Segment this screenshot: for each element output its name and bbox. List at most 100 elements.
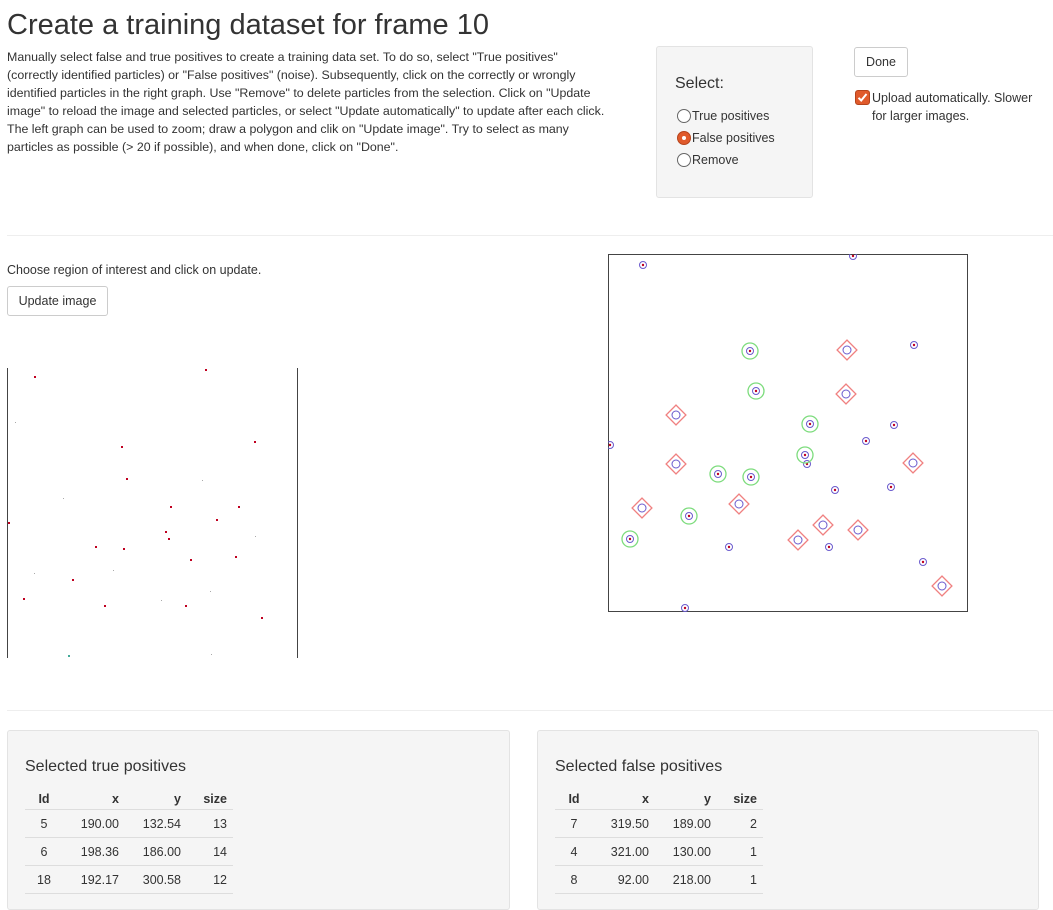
particle-marker[interactable] [825,543,833,551]
cell-size: 14 [187,837,233,866]
upload-automatically-label: Upload automatically. Slower for larger … [872,91,1033,123]
true-positive-marker[interactable] [747,382,765,400]
cell-x: 92.00 [593,865,655,894]
false-positive-marker[interactable] [847,519,869,541]
particle-graph[interactable] [608,254,968,612]
false-positive-marker[interactable] [812,514,834,536]
radio-label-true-positives: True positives [692,109,770,123]
radio-label-remove: Remove [692,153,739,167]
select-label: Select: [675,75,724,92]
false-positives-table: Id x y size 7 319.50 189.00 2 4 321.00 1… [555,788,763,894]
cell-id: 5 [25,809,63,838]
table-row: 6 198.36 186.00 14 [25,837,233,866]
cell-y: 189.00 [655,809,717,838]
true-positive-marker[interactable] [801,415,819,433]
column-header-y[interactable]: y [655,788,717,810]
radio-button-true-positives[interactable] [677,109,691,123]
noise-pixels [15,422,256,657]
false-positive-marker[interactable] [902,452,924,474]
zoom-graph[interactable] [7,368,298,658]
column-header-x[interactable]: x [63,788,125,810]
false-positive-marker[interactable] [835,383,857,405]
radio-remove[interactable]: Remove [677,153,739,167]
cell-y: 218.00 [655,865,717,894]
column-header-id[interactable]: Id [25,788,63,810]
done-button[interactable]: Done [854,47,908,77]
particle-marker[interactable] [849,254,857,260]
particle-pixels [8,369,263,619]
cell-size: 1 [717,837,763,866]
table-row: 7 319.50 189.00 2 [555,809,763,838]
column-header-y[interactable]: y [125,788,187,810]
cell-y: 132.54 [125,809,187,838]
particle-marker[interactable] [608,441,614,449]
cell-x: 321.00 [593,837,655,866]
upload-automatically-checkbox[interactable] [855,90,870,105]
true-positive-marker[interactable] [621,530,639,548]
cell-x: 198.36 [63,837,125,866]
table-header-row: Id x y size [555,788,763,810]
false-positives-panel: Selected false positives Id x y size 7 3… [537,730,1039,910]
true-positives-title: Selected true positives [25,758,186,775]
false-positive-marker[interactable] [728,493,750,515]
particle-marker[interactable] [831,486,839,494]
radio-button-false-positives[interactable] [677,131,691,145]
particle-marker[interactable] [681,604,689,612]
column-header-size[interactable]: size [187,788,233,810]
table-row: 8 92.00 218.00 1 [555,865,763,894]
table-row: 18 192.17 300.58 12 [25,865,233,894]
cell-x: 192.17 [63,865,125,894]
particle-marker[interactable] [862,437,870,445]
instructions-text: Manually select false and true positives… [7,50,605,154]
false-positive-marker[interactable] [787,529,809,551]
radio-true-positives[interactable]: True positives [677,109,769,123]
column-header-size[interactable]: size [717,788,763,810]
true-positive-marker[interactable] [709,465,727,483]
cell-id: 18 [25,865,63,894]
particle-marker[interactable] [725,543,733,551]
particle-marker[interactable] [887,483,895,491]
cell-y: 300.58 [125,865,187,894]
radio-button-remove[interactable] [677,153,691,167]
page-title: Create a training dataset for frame 10 [7,9,489,41]
false-positive-marker[interactable] [931,575,953,597]
true-positives-table: Id x y size 5 190.00 132.54 13 6 198.36 … [25,788,233,894]
true-positive-marker[interactable] [741,342,759,360]
cell-y: 130.00 [655,837,717,866]
cell-id: 8 [555,865,593,894]
false-positive-marker[interactable] [665,404,687,426]
particle-marker[interactable] [890,421,898,429]
cell-size: 1 [717,865,763,894]
particle-marker[interactable] [910,341,918,349]
true-positives-panel: Selected true positives Id x y size 5 19… [7,730,510,910]
false-positive-marker[interactable] [665,453,687,475]
cell-size: 12 [187,865,233,894]
false-positive-marker[interactable] [631,497,653,519]
radio-label-false-positives: False positives [692,131,775,145]
true-positive-marker[interactable] [796,446,814,464]
upload-automatically-checkbox-row[interactable]: Upload automatically. Slower for larger … [855,89,1045,125]
true-positive-marker[interactable] [680,507,698,525]
roi-instruction: Choose region of interest and click on u… [7,263,262,277]
cell-y: 186.00 [125,837,187,866]
update-image-button[interactable]: Update image [7,286,108,316]
false-positive-marker[interactable] [836,339,858,361]
particle-marker[interactable] [919,558,927,566]
particle-marker[interactable] [639,261,647,269]
cell-id: 6 [25,837,63,866]
false-positives-title: Selected false positives [555,758,723,775]
cell-size: 13 [187,809,233,838]
cell-x: 190.00 [63,809,125,838]
divider-top [7,235,1053,236]
column-header-id[interactable]: Id [555,788,593,810]
column-header-x[interactable]: x [593,788,655,810]
true-positive-marker[interactable] [742,468,760,486]
cell-id: 4 [555,837,593,866]
detected-particles [608,254,953,612]
cell-size: 2 [717,809,763,838]
table-row: 5 190.00 132.54 13 [25,809,233,838]
radio-false-positives[interactable]: False positives [677,131,775,145]
checkmark-icon [857,93,868,102]
cell-x: 319.50 [593,809,655,838]
table-row: 4 321.00 130.00 1 [555,837,763,866]
